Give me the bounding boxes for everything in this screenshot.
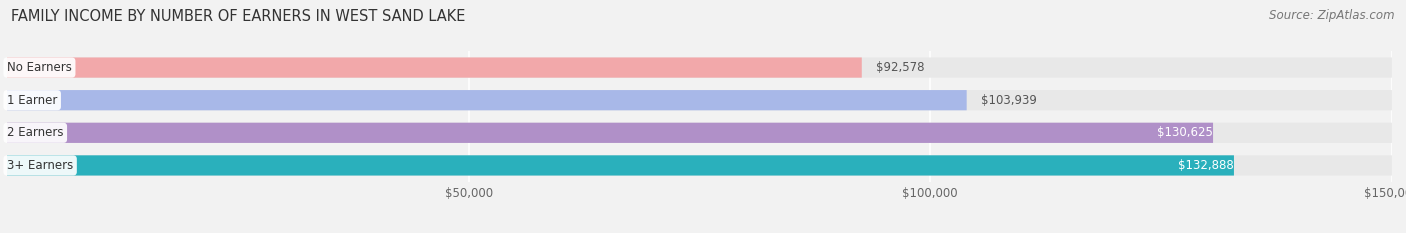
Text: No Earners: No Earners	[7, 61, 72, 74]
Text: $103,939: $103,939	[980, 94, 1036, 107]
FancyBboxPatch shape	[7, 155, 1234, 175]
Text: Source: ZipAtlas.com: Source: ZipAtlas.com	[1270, 9, 1395, 22]
Text: $92,578: $92,578	[876, 61, 924, 74]
Text: 3+ Earners: 3+ Earners	[7, 159, 73, 172]
Text: 2 Earners: 2 Earners	[7, 126, 63, 139]
FancyBboxPatch shape	[7, 58, 862, 78]
Text: FAMILY INCOME BY NUMBER OF EARNERS IN WEST SAND LAKE: FAMILY INCOME BY NUMBER OF EARNERS IN WE…	[11, 9, 465, 24]
Text: $132,888: $132,888	[1178, 159, 1234, 172]
FancyBboxPatch shape	[7, 90, 967, 110]
FancyBboxPatch shape	[7, 123, 1392, 143]
FancyBboxPatch shape	[7, 90, 1392, 110]
Text: 1 Earner: 1 Earner	[7, 94, 58, 107]
FancyBboxPatch shape	[7, 58, 1392, 78]
FancyBboxPatch shape	[7, 155, 1392, 175]
FancyBboxPatch shape	[7, 123, 1213, 143]
Text: $130,625: $130,625	[1157, 126, 1213, 139]
